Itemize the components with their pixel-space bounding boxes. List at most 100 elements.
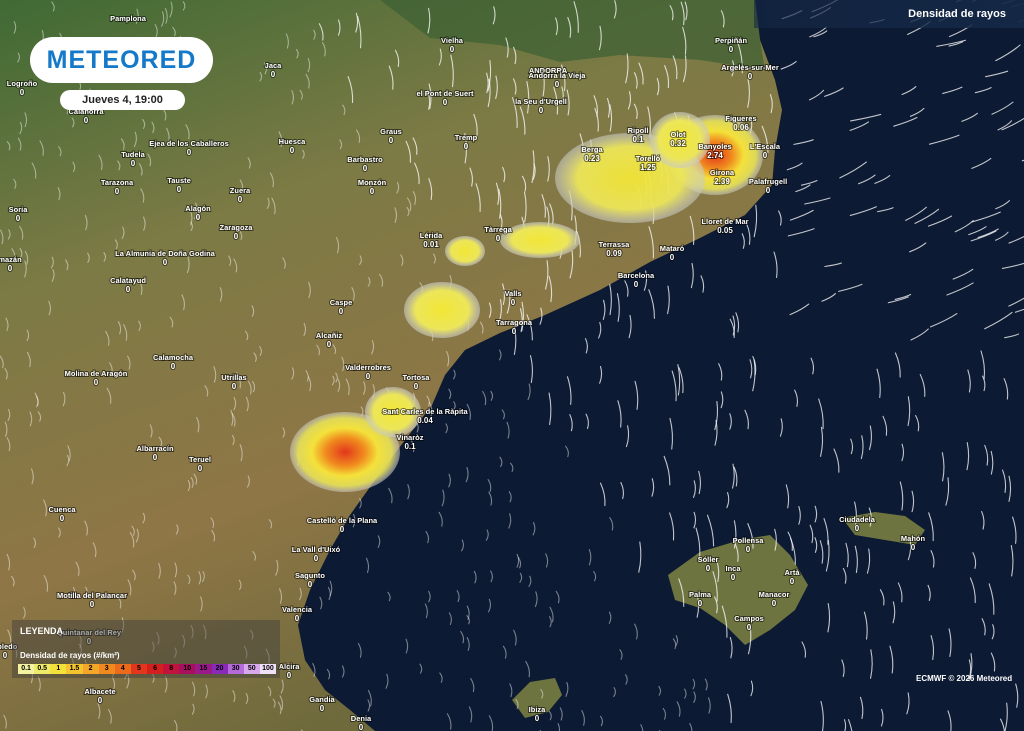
wind-streak bbox=[465, 466, 469, 483]
wind-streak bbox=[1014, 308, 1024, 313]
city-name: Tortosa bbox=[403, 373, 431, 382]
city-value: 0 bbox=[747, 623, 752, 632]
legend-step: 5 bbox=[130, 664, 147, 674]
wind-streak bbox=[821, 293, 836, 302]
wind-streak bbox=[173, 581, 177, 595]
wind-streak bbox=[488, 491, 493, 506]
wind-streak bbox=[196, 205, 200, 221]
wind-streak bbox=[84, 520, 88, 536]
wind-streak bbox=[7, 629, 12, 646]
city-name: Palma bbox=[689, 590, 712, 599]
city-name: Albarracín bbox=[136, 444, 174, 453]
wind-streak bbox=[1015, 683, 1019, 708]
wind-streak bbox=[58, 527, 61, 538]
wind-streak bbox=[833, 448, 840, 473]
wind-streak bbox=[164, 8, 168, 24]
wind-streak bbox=[405, 638, 409, 654]
wind-streak bbox=[977, 228, 999, 239]
wind-streak bbox=[182, 1, 186, 11]
wind-streak bbox=[359, 497, 362, 509]
wind-streak bbox=[733, 466, 738, 487]
city-name: Graus bbox=[380, 127, 402, 136]
wind-streak bbox=[513, 46, 517, 65]
wind-streak bbox=[981, 618, 986, 636]
wind-streak bbox=[513, 629, 517, 646]
logo[interactable]: METEORED bbox=[30, 37, 213, 83]
wind-streak bbox=[345, 378, 350, 396]
wind-streak bbox=[468, 706, 473, 723]
wind-streak bbox=[593, 95, 598, 117]
wind-streak bbox=[704, 678, 708, 691]
city-value: 0 bbox=[271, 70, 276, 79]
legend-step: 0.5 bbox=[34, 664, 51, 674]
wind-streak bbox=[117, 160, 121, 171]
city-name: Albacete bbox=[84, 687, 115, 696]
wind-streak bbox=[307, 58, 311, 73]
wind-streak bbox=[181, 294, 186, 311]
city-value: 0 bbox=[327, 340, 332, 349]
legend-step: 6 bbox=[147, 664, 164, 674]
wind-streak bbox=[394, 207, 398, 223]
wind-streak bbox=[849, 206, 877, 217]
city-value: 0 bbox=[16, 214, 21, 223]
date-selector[interactable]: Jueves 4, 19:00 bbox=[60, 90, 185, 110]
wind-streak bbox=[191, 681, 196, 697]
wind-streak bbox=[445, 423, 448, 434]
wind-streak bbox=[169, 1, 173, 18]
wind-streak bbox=[974, 87, 992, 94]
wind-streak bbox=[880, 708, 884, 727]
wind-streak bbox=[351, 287, 355, 301]
wind-streak bbox=[230, 409, 234, 427]
city-value: 0 bbox=[8, 264, 13, 273]
wind-streak bbox=[823, 518, 829, 545]
wind-streak bbox=[193, 473, 198, 485]
wind-streak bbox=[97, 702, 101, 719]
wind-streak bbox=[616, 293, 620, 322]
wind-streak bbox=[984, 311, 1013, 330]
wind-streak bbox=[302, 149, 305, 159]
wind-streak bbox=[406, 206, 410, 216]
city-name: Tudela bbox=[121, 150, 145, 159]
legend-step: 30 bbox=[227, 664, 244, 674]
wind-streak bbox=[355, 12, 359, 33]
wind-streak bbox=[747, 78, 750, 108]
city-name: Motilla del Palancar bbox=[57, 591, 127, 600]
wind-streak bbox=[819, 540, 824, 564]
wind-streak bbox=[857, 174, 876, 185]
wind-streak bbox=[549, 203, 554, 225]
wind-streak bbox=[609, 104, 613, 132]
wind-streak bbox=[161, 11, 165, 27]
wind-streak bbox=[927, 215, 953, 227]
wind-streak bbox=[517, 557, 522, 569]
wind-streak bbox=[561, 86, 564, 105]
wind-streak bbox=[460, 630, 465, 644]
wind-streak bbox=[305, 73, 310, 89]
city-name: Huesca bbox=[279, 137, 307, 146]
wind-streak bbox=[599, 482, 606, 507]
wind-streak bbox=[316, 344, 320, 356]
wind-streak bbox=[279, 695, 284, 711]
wind-streak bbox=[664, 65, 670, 89]
city-value: 0 bbox=[511, 298, 516, 307]
city-name: obledo bbox=[0, 642, 18, 651]
wind-streak bbox=[678, 578, 685, 607]
wind-streak bbox=[576, 231, 581, 258]
region-label: Pamplona bbox=[110, 14, 147, 23]
wind-streak bbox=[868, 425, 873, 451]
city-name: Valencia bbox=[282, 605, 313, 614]
city-name: Alcañiz bbox=[316, 331, 343, 340]
layer-title[interactable]: Densidad de rayos bbox=[754, 0, 1024, 28]
wind-streak bbox=[51, 1, 55, 12]
wind-streak bbox=[347, 76, 354, 104]
wind-streak bbox=[774, 528, 777, 551]
wind-streak bbox=[388, 65, 394, 90]
wind-streak bbox=[990, 652, 996, 672]
wind-streak bbox=[388, 487, 393, 504]
wind-streak bbox=[540, 688, 544, 699]
wind-streak bbox=[581, 709, 585, 726]
wind-streak bbox=[114, 239, 118, 250]
wind-streak bbox=[490, 570, 493, 583]
wind-streak bbox=[785, 484, 790, 509]
wind-streak bbox=[169, 316, 174, 328]
wind-streak bbox=[810, 357, 815, 375]
